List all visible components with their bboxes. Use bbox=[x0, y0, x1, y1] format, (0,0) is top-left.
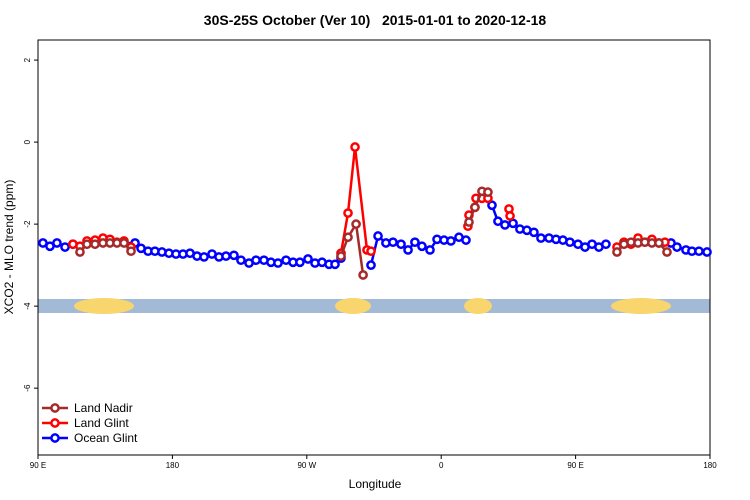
point bbox=[529, 227, 539, 238]
point bbox=[464, 217, 474, 227]
point bbox=[52, 238, 62, 248]
point bbox=[236, 255, 246, 266]
legend-marker bbox=[50, 433, 60, 443]
point bbox=[251, 255, 261, 266]
point bbox=[425, 245, 435, 255]
point bbox=[343, 232, 353, 243]
point bbox=[396, 239, 406, 250]
point bbox=[487, 200, 497, 211]
point bbox=[75, 247, 85, 257]
point bbox=[505, 211, 515, 221]
point bbox=[612, 247, 622, 257]
x-tick-label: 180 bbox=[166, 461, 180, 470]
y-tick-label: -4 bbox=[23, 302, 32, 310]
legend-label: Land Nadir bbox=[74, 401, 133, 415]
point bbox=[672, 242, 682, 252]
point bbox=[403, 245, 413, 255]
series bbox=[75, 186, 672, 280]
legend-marker bbox=[50, 403, 60, 413]
point bbox=[82, 239, 92, 250]
point bbox=[694, 246, 704, 257]
point bbox=[336, 251, 346, 261]
point bbox=[536, 233, 546, 243]
x-tick-label: 180 bbox=[703, 461, 717, 470]
legend-label: Ocean Glint bbox=[74, 431, 138, 445]
point bbox=[351, 219, 361, 229]
point bbox=[126, 246, 136, 257]
point bbox=[60, 242, 70, 252]
ocean-strip bbox=[38, 299, 710, 313]
point bbox=[702, 247, 712, 257]
land-strip bbox=[464, 298, 492, 314]
point bbox=[350, 142, 360, 152]
point bbox=[373, 231, 383, 241]
x-tick-label: 90 E bbox=[567, 461, 583, 470]
point bbox=[221, 251, 231, 261]
chart-title: 30S-25S October (Ver 10) 2015-01-01 to 2… bbox=[204, 12, 547, 28]
point bbox=[601, 239, 611, 250]
legend-item: Land Nadir bbox=[42, 401, 133, 415]
point bbox=[199, 252, 209, 262]
point bbox=[410, 237, 420, 248]
point bbox=[229, 250, 239, 261]
x-tick-label: 90 W bbox=[297, 461, 316, 470]
point bbox=[565, 237, 575, 248]
land-ocean-strip bbox=[38, 298, 710, 314]
point bbox=[388, 237, 398, 248]
point bbox=[417, 241, 427, 252]
point bbox=[446, 236, 456, 246]
point bbox=[366, 260, 376, 270]
legend-marker bbox=[50, 418, 60, 428]
y-axis-label: XCO2 - MLO trend (ppm) bbox=[2, 180, 16, 315]
plot-frame bbox=[37, 39, 711, 456]
point bbox=[295, 257, 305, 268]
point bbox=[343, 208, 353, 218]
y-tick-label: -6 bbox=[23, 384, 32, 392]
land-strip bbox=[335, 298, 371, 314]
point bbox=[330, 259, 340, 270]
point bbox=[119, 238, 129, 248]
point bbox=[90, 239, 100, 250]
land-strip bbox=[611, 298, 671, 314]
point bbox=[358, 270, 368, 280]
land-strip bbox=[74, 298, 134, 314]
x-tick-label: 90 E bbox=[30, 461, 46, 470]
point bbox=[500, 220, 510, 230]
x-tick-label: 0 bbox=[439, 461, 444, 470]
y-tick-label: -2 bbox=[23, 220, 32, 228]
point bbox=[662, 247, 672, 257]
point bbox=[461, 235, 471, 245]
x-axis-label: Longitude bbox=[349, 477, 402, 491]
point bbox=[483, 187, 493, 197]
legend-label: Land Glint bbox=[74, 416, 129, 430]
point bbox=[273, 258, 283, 268]
legend-item: Ocean Glint bbox=[42, 431, 138, 445]
point bbox=[508, 218, 518, 229]
point bbox=[470, 202, 480, 213]
point bbox=[303, 254, 313, 264]
point bbox=[366, 246, 376, 257]
y-tick-label: 2 bbox=[23, 57, 32, 62]
point bbox=[493, 216, 503, 227]
legend-item: Land Glint bbox=[42, 416, 129, 430]
y-tick-label: 0 bbox=[23, 139, 32, 144]
point bbox=[654, 238, 664, 248]
